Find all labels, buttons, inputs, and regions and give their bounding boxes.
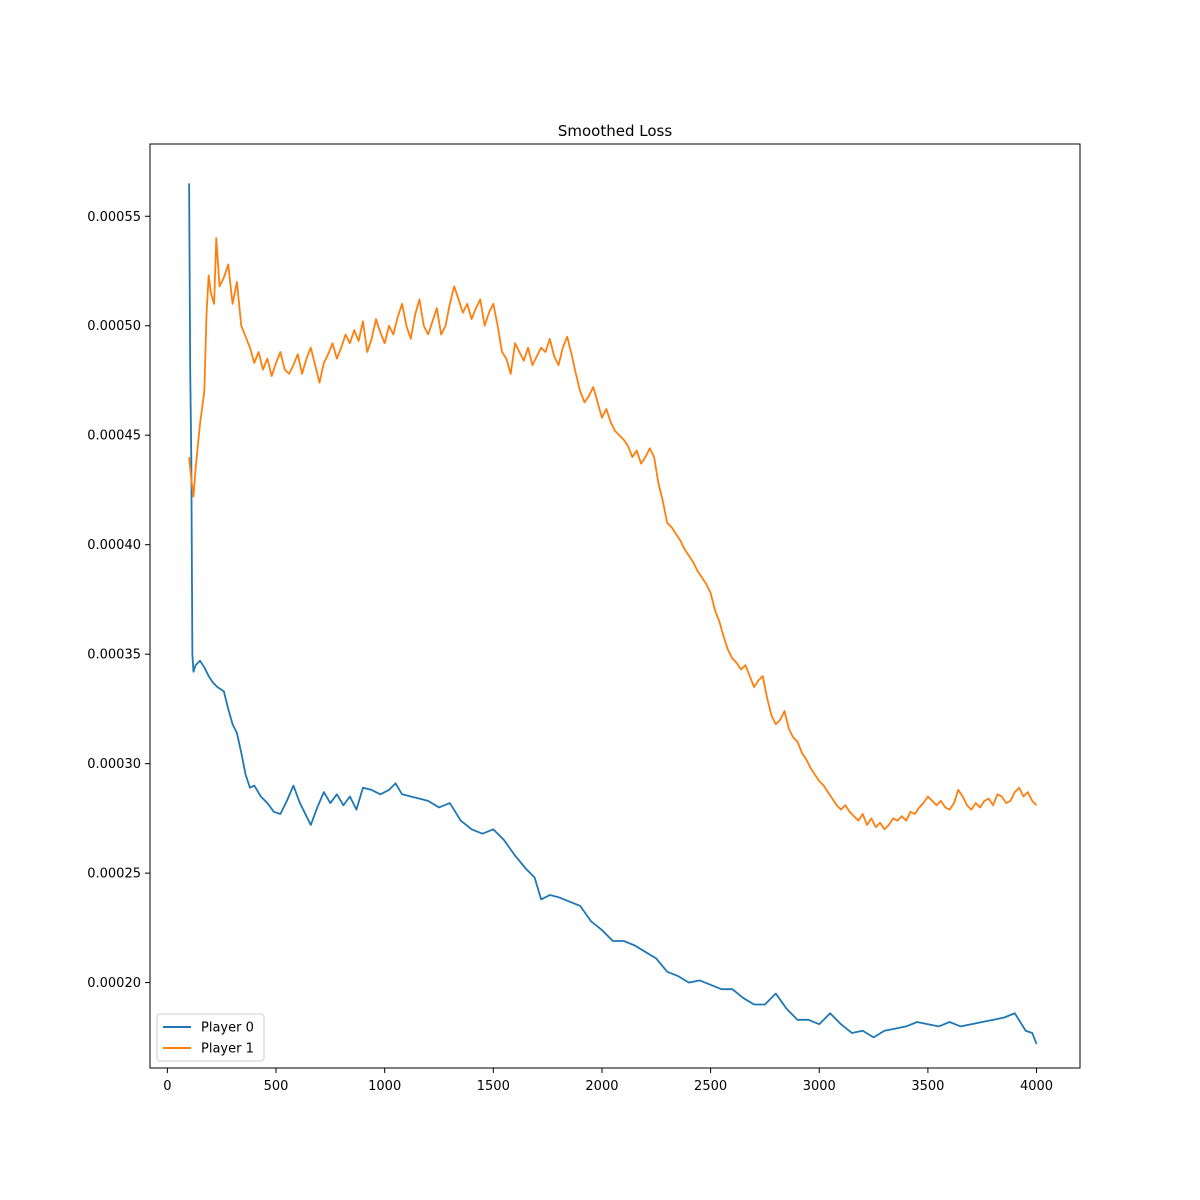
y-tick-label: 0.00045 bbox=[87, 429, 141, 444]
legend-label-player-1: Player 1 bbox=[201, 1042, 254, 1057]
x-tick-label: 1500 bbox=[477, 1079, 510, 1094]
x-tick-label: 2000 bbox=[585, 1079, 618, 1094]
x-axis: 0 500 1000 1500 2000 2500 3000 3500 4000 bbox=[163, 1068, 1053, 1094]
x-tick-label: 500 bbox=[264, 1079, 289, 1094]
plot-area bbox=[188, 183, 1038, 1045]
y-tick-label: 0.00050 bbox=[87, 319, 141, 334]
y-tick-label: 0.00040 bbox=[87, 538, 141, 553]
x-tick-label: 3000 bbox=[803, 1079, 836, 1094]
x-tick-label: 2500 bbox=[694, 1079, 727, 1094]
series-line-player-1 bbox=[188, 237, 1038, 831]
y-tick-label: 0.00055 bbox=[87, 210, 141, 225]
axes-frame bbox=[149, 143, 1081, 1069]
x-tick-label: 3500 bbox=[911, 1079, 944, 1094]
x-tick-label: 1000 bbox=[368, 1079, 401, 1094]
y-tick-label: 0.00025 bbox=[87, 867, 141, 882]
legend-box bbox=[156, 1013, 265, 1062]
y-axis: 0.00020 0.00025 0.00030 0.00035 0.00040 0.000… bbox=[87, 210, 150, 991]
y-tick-label: 0.00035 bbox=[87, 648, 141, 663]
y-tick-label: 0.00020 bbox=[87, 976, 141, 991]
series-line-player-0 bbox=[188, 183, 1038, 1045]
legend: Player 0 Player 1 bbox=[156, 1013, 265, 1062]
x-tick-label: 0 bbox=[163, 1079, 171, 1094]
y-tick-label: 0.00030 bbox=[87, 757, 141, 772]
legend-label-player-0: Player 0 bbox=[201, 1021, 254, 1036]
x-tick-label: 4000 bbox=[1020, 1079, 1053, 1094]
chart-title: Smoothed Loss bbox=[558, 122, 672, 140]
